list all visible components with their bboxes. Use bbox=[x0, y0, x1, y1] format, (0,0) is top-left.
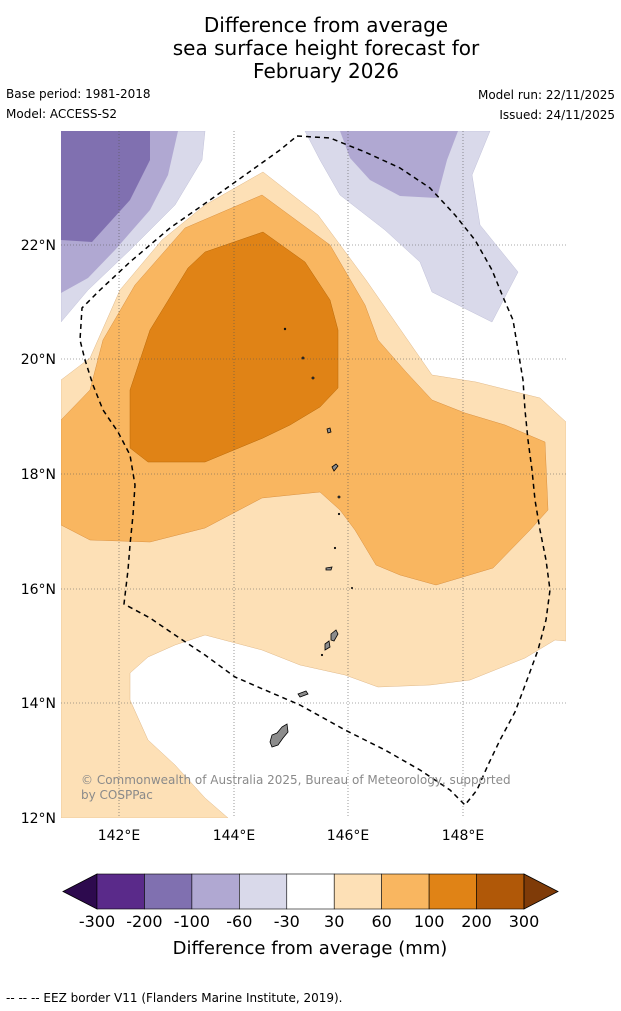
colorbar-segment bbox=[476, 873, 525, 910]
island-farallon-de-pajaros bbox=[283, 327, 287, 331]
island-saipan bbox=[330, 629, 339, 642]
islands bbox=[269, 327, 353, 748]
colorbar-label: -30 bbox=[274, 912, 300, 931]
island-asuncion bbox=[311, 376, 315, 380]
lon-tick-144e: 144°E bbox=[213, 828, 256, 844]
colorbar-title: Difference from average (mm) bbox=[173, 938, 448, 959]
copyright-line-2: by COSPPac bbox=[81, 788, 153, 802]
copyright-line-1: © Commonwealth of Australia 2025, Bureau… bbox=[81, 773, 511, 787]
colorbar-label: 30 bbox=[324, 912, 344, 931]
map-title: Difference from average sea surface heig… bbox=[0, 14, 621, 83]
island-guam bbox=[269, 723, 289, 748]
title-line-1: Difference from average bbox=[203, 13, 449, 37]
colorbar-segment bbox=[428, 873, 477, 910]
lat-tick-22n: 22°N bbox=[21, 238, 56, 254]
island-sarigan bbox=[333, 546, 337, 550]
colorbar-segment bbox=[96, 873, 145, 910]
lon-tick-148e: 148°E bbox=[442, 828, 485, 844]
island-pagan bbox=[331, 463, 339, 472]
lon-tick-142e: 142°E bbox=[98, 828, 141, 844]
colorbar-label: -300 bbox=[79, 912, 115, 931]
island-aguijan bbox=[320, 653, 324, 657]
island-guguan bbox=[337, 512, 341, 516]
model-name: Model: ACCESS-S2 bbox=[6, 107, 118, 121]
lat-tick-14n: 14°N bbox=[21, 696, 56, 712]
lat-tick-20n: 20°N bbox=[21, 352, 56, 368]
contour-minus100 bbox=[61, 131, 150, 242]
colorbar-segment bbox=[144, 873, 193, 910]
colorbar-segment bbox=[333, 873, 382, 910]
title-line-2: sea surface height forecast for bbox=[172, 36, 480, 60]
contour-minus30-east bbox=[304, 131, 519, 323]
colorbar-segment bbox=[191, 873, 240, 910]
colorbar-extend-low bbox=[62, 873, 98, 910]
colorbar-segment bbox=[286, 873, 335, 910]
lat-tick-18n: 18°N bbox=[21, 467, 56, 483]
colorbar: -300 -200 -100 -60 -30 30 60 100 200 300 bbox=[62, 873, 559, 931]
island-farallon-de-medinilla bbox=[350, 587, 353, 590]
colorbar-label: 300 bbox=[509, 912, 540, 931]
island-rota bbox=[297, 690, 309, 698]
island-maug bbox=[301, 356, 305, 360]
lon-tick-146e: 146°E bbox=[327, 828, 370, 844]
colorbar-label: -200 bbox=[126, 912, 162, 931]
model-run: Model run: 22/11/2025 bbox=[477, 88, 615, 102]
title-line-3: February 2026 bbox=[253, 59, 399, 83]
colorbar-extend-high bbox=[523, 873, 559, 910]
colorbar-label: 100 bbox=[414, 912, 445, 931]
colorbar-label: -60 bbox=[226, 912, 252, 931]
eez-footnote: -- -- -- EEZ border V11 (Flanders Marine… bbox=[6, 991, 343, 1005]
lat-tick-16n: 16°N bbox=[21, 582, 56, 598]
island-anatahan bbox=[325, 566, 333, 571]
colorbar-segment bbox=[239, 873, 288, 910]
base-period: Base period: 1981-2018 bbox=[6, 87, 151, 101]
colorbar-segment bbox=[381, 873, 430, 910]
lat-tick-12n: 12°N bbox=[21, 811, 56, 827]
map-fill-area bbox=[61, 131, 566, 818]
contour-minus60-east bbox=[340, 131, 458, 198]
island-agrihan bbox=[326, 427, 332, 434]
island-alamagan bbox=[337, 495, 341, 499]
gridlines bbox=[61, 131, 566, 818]
colorbar-label: -100 bbox=[174, 912, 210, 931]
issued-date: Issued: 24/11/2025 bbox=[499, 108, 615, 122]
colorbar-label: 60 bbox=[371, 912, 391, 931]
colorbar-label: 200 bbox=[461, 912, 492, 931]
eez-border bbox=[79, 135, 551, 807]
island-tinian bbox=[324, 640, 331, 651]
